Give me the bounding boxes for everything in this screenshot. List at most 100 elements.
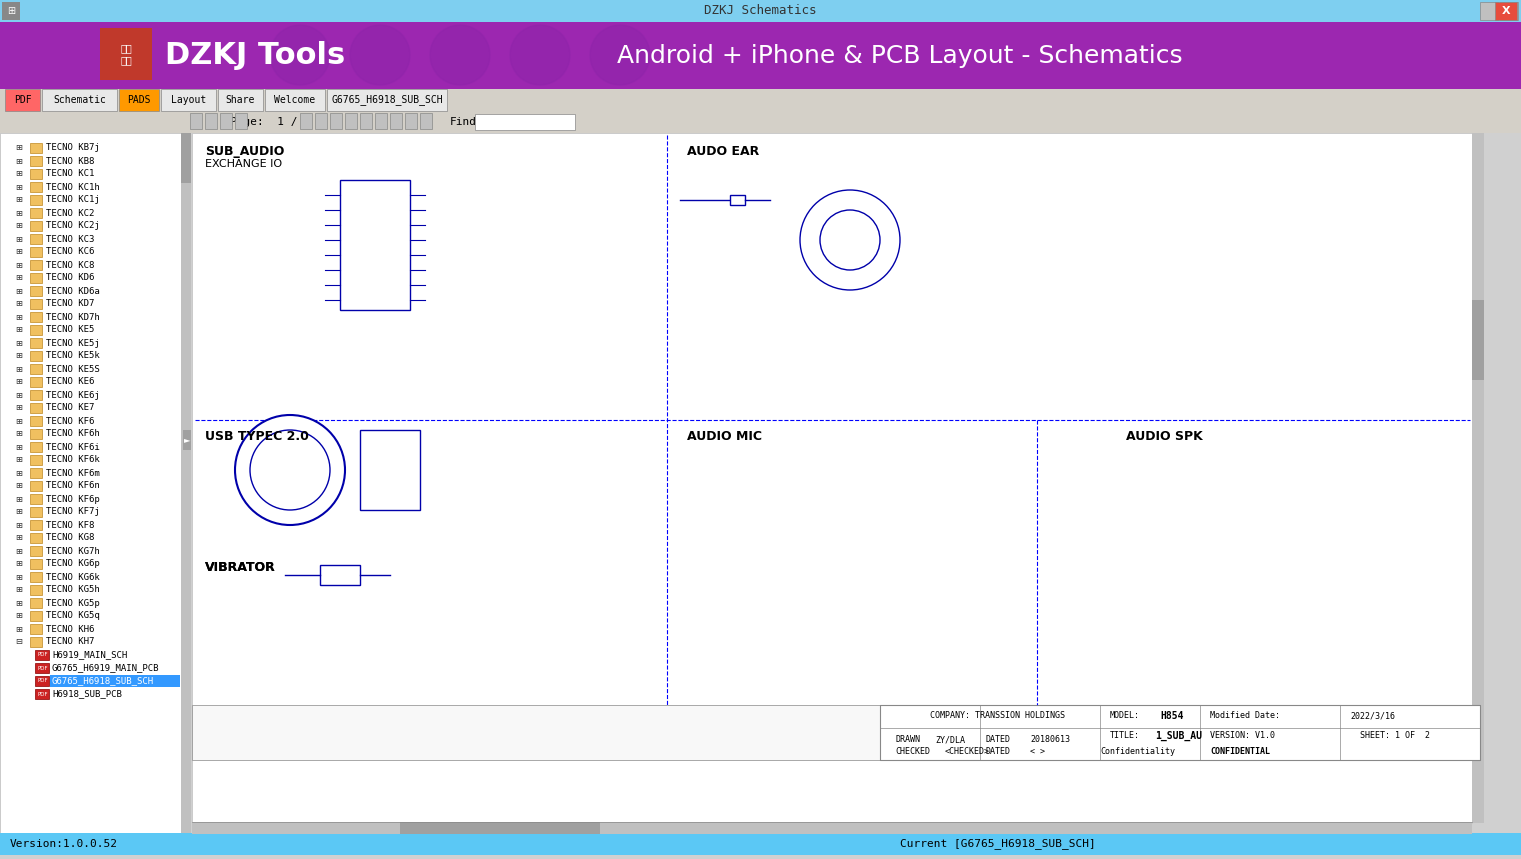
Text: TECNO KE5k: TECNO KE5k <box>46 351 100 361</box>
Bar <box>190 113 202 129</box>
Bar <box>405 113 417 129</box>
Text: Current [G6765_H6918_SUB_SCH]: Current [G6765_H6918_SUB_SCH] <box>900 838 1095 850</box>
Bar <box>30 559 43 569</box>
Bar <box>30 143 43 153</box>
Bar <box>376 113 386 129</box>
Text: TECNO KB7j: TECNO KB7j <box>46 143 100 153</box>
Text: <CHECKED>: <CHECKED> <box>945 747 990 757</box>
Bar <box>30 520 43 530</box>
Text: COMPANY: TRANSSION HOLDINGS: COMPANY: TRANSSION HOLDINGS <box>929 711 1065 721</box>
Text: ⊞: ⊞ <box>15 326 21 334</box>
Bar <box>30 299 43 309</box>
Text: TECNO KC2j: TECNO KC2j <box>46 222 100 230</box>
Bar <box>30 182 43 192</box>
Bar <box>192 133 1472 823</box>
Bar <box>181 133 192 833</box>
Circle shape <box>590 25 649 85</box>
Text: TECNO KB8: TECNO KB8 <box>46 156 94 166</box>
Text: ⊞: ⊞ <box>15 495 21 503</box>
Bar <box>30 234 43 244</box>
Text: X: X <box>1501 6 1510 16</box>
Text: VIBRATOR: VIBRATOR <box>205 561 275 574</box>
Circle shape <box>430 25 490 85</box>
Bar <box>30 364 43 374</box>
Bar <box>0 833 1521 855</box>
Bar <box>30 468 43 478</box>
Text: ⊞: ⊞ <box>15 247 21 257</box>
Text: ⊞: ⊞ <box>15 209 21 217</box>
Bar <box>265 89 325 111</box>
Bar <box>30 260 43 270</box>
Circle shape <box>249 430 330 510</box>
Bar <box>1472 133 1484 823</box>
Bar <box>35 689 49 699</box>
Bar <box>30 429 43 439</box>
Text: TECNO KC3: TECNO KC3 <box>46 235 94 243</box>
Text: ►: ► <box>184 436 190 444</box>
Text: ⊞: ⊞ <box>15 546 21 556</box>
Text: ⊞: ⊞ <box>15 364 21 374</box>
Text: G6765_H6918_SUB_SCH: G6765_H6918_SUB_SCH <box>332 94 443 106</box>
Bar <box>30 533 43 543</box>
Text: DRAWN: DRAWN <box>894 735 920 745</box>
Text: ⊞: ⊞ <box>15 521 21 529</box>
Bar <box>30 195 43 205</box>
Bar <box>236 113 246 129</box>
Bar <box>35 663 49 673</box>
Text: DATED: DATED <box>986 735 1010 745</box>
Text: TECNO KD6a: TECNO KD6a <box>46 287 100 295</box>
Text: ⊞: ⊞ <box>15 313 21 321</box>
Bar <box>205 113 218 129</box>
Text: ⊞: ⊞ <box>15 572 21 582</box>
Text: ⊞: ⊞ <box>15 287 21 295</box>
Bar <box>43 89 117 111</box>
Text: 2022/3/16: 2022/3/16 <box>1351 711 1395 721</box>
Text: ⊞: ⊞ <box>15 377 21 387</box>
Text: 20180613: 20180613 <box>1030 735 1069 745</box>
Bar <box>30 442 43 452</box>
Text: SHEET: 1 OF  2: SHEET: 1 OF 2 <box>1360 732 1430 740</box>
Text: PDF: PDF <box>38 666 49 671</box>
Text: ⊞: ⊞ <box>15 599 21 607</box>
Text: G6765_H6919_MAIN_PCB: G6765_H6919_MAIN_PCB <box>52 663 160 673</box>
Text: TECNO KF6n: TECNO KF6n <box>46 482 100 490</box>
Bar <box>30 598 43 608</box>
Circle shape <box>510 25 570 85</box>
Bar <box>0 22 1521 89</box>
Bar <box>30 208 43 218</box>
Text: TECNO KF8: TECNO KF8 <box>46 521 94 529</box>
Bar <box>30 637 43 647</box>
Text: Android + iPhone & PCB Layout - Schematics: Android + iPhone & PCB Layout - Schemati… <box>618 44 1183 68</box>
Text: TITLE:: TITLE: <box>1110 732 1141 740</box>
Text: Schematic: Schematic <box>53 95 106 105</box>
Text: ⊞: ⊞ <box>8 6 15 16</box>
Text: TECNO KF6: TECNO KF6 <box>46 417 94 425</box>
Text: TECNO KG8: TECNO KG8 <box>46 533 94 543</box>
Bar <box>35 676 49 686</box>
Text: VERSION: V1.0: VERSION: V1.0 <box>1211 732 1275 740</box>
Bar <box>0 111 1521 133</box>
Text: < >: < > <box>1030 747 1045 757</box>
Text: TECNO KC6: TECNO KC6 <box>46 247 94 257</box>
Circle shape <box>271 25 330 85</box>
Text: PADS: PADS <box>128 95 151 105</box>
Text: TECNO KD7h: TECNO KD7h <box>46 313 100 321</box>
Text: Modified Date:: Modified Date: <box>1211 711 1281 721</box>
Bar <box>30 481 43 491</box>
Bar <box>30 416 43 426</box>
Text: TECNO KF6m: TECNO KF6m <box>46 468 100 478</box>
Bar <box>389 113 402 129</box>
Text: AUDO EAR: AUDO EAR <box>687 145 759 158</box>
Text: H6919_MAIN_SCH: H6919_MAIN_SCH <box>52 650 128 660</box>
Text: Share: Share <box>225 95 256 105</box>
Bar <box>0 22 1521 89</box>
Text: TECNO KC8: TECNO KC8 <box>46 260 94 270</box>
Text: ⊞: ⊞ <box>15 235 21 243</box>
Text: Page:  1 / 2: Page: 1 / 2 <box>230 117 310 127</box>
Text: 东震
科技: 东震 科技 <box>120 43 132 64</box>
Bar <box>30 455 43 465</box>
Bar <box>100 28 152 80</box>
Text: ⊞: ⊞ <box>15 391 21 399</box>
Text: TECNO KC1h: TECNO KC1h <box>46 182 100 192</box>
Bar <box>30 156 43 166</box>
